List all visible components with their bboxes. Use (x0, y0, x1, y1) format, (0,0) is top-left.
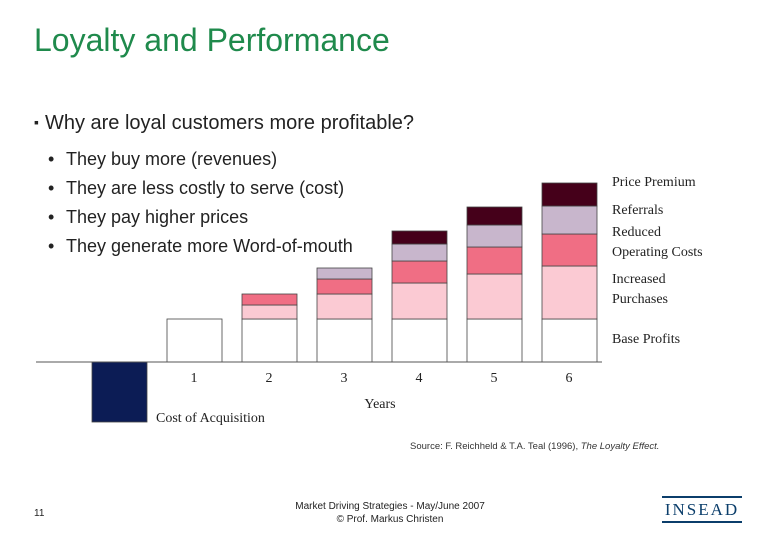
bullet-dot-icon: • (48, 149, 55, 169)
bar-segment-reduced-operating-costs (316, 278, 373, 295)
bullet-text: They buy more (revenues) (66, 149, 278, 169)
logo-text: INSEAD (664, 500, 740, 519)
legend: Price Premium Referrals Reduced Operating C… (612, 175, 703, 347)
list-item: • They buy more (revenues) (48, 145, 353, 174)
bar-segment-referrals (541, 205, 598, 235)
logo-bottom-rule (662, 521, 742, 523)
x-tick-label: 2 (266, 371, 273, 386)
legend-label: Increased (612, 272, 666, 287)
bullet-dot-icon: • (48, 207, 55, 227)
bullet-text: They generate more Word-of-mouth (66, 236, 353, 256)
legend-label: Referrals (612, 203, 663, 218)
bar-segment-base-profits (466, 318, 523, 363)
x-tick-label: 6 (566, 371, 573, 386)
bar-segment-reduced-operating-costs (241, 293, 298, 306)
bullet-dot-icon: • (48, 236, 55, 256)
acquisition-cost-bar (91, 361, 148, 423)
slide-title: Loyalty and Performance (34, 22, 390, 58)
bar-segment-increased-purchases (466, 273, 523, 320)
bar-segment-base-profits (541, 318, 598, 363)
bar-segment-increased-purchases (316, 293, 373, 320)
question-line: ▪ Why are loyal customers more profitable… (34, 112, 414, 135)
legend-label: Base Profits (612, 332, 680, 347)
bar-segment-price-premium (391, 230, 448, 245)
list-item: • They generate more Word-of-mouth (48, 232, 353, 261)
square-bullet-icon: ▪ (34, 114, 39, 130)
bar-segment-base-profits (166, 318, 223, 363)
question-text: Why are loyal customers more profitable? (44, 112, 415, 134)
source-book: The Loyalty Effect. (580, 441, 660, 452)
footer: Market Driving Strategies - May/June 200… (290, 500, 490, 526)
legend-label: Reduced (612, 225, 661, 240)
bullet-text: They are less costly to serve (cost) (66, 178, 345, 198)
page-number: 11 (34, 508, 45, 519)
bar-segment-increased-purchases (241, 304, 298, 320)
x-axis-label: Years (364, 397, 395, 412)
bar-segment-base-profits (391, 318, 448, 363)
x-tick-label: 3 (341, 371, 348, 386)
bar-segment-reduced-operating-costs (391, 260, 448, 284)
list-item: • They pay higher prices (48, 203, 353, 232)
legend-label: Operating Costs (612, 245, 703, 260)
x-tick-label: 5 (491, 371, 498, 386)
list-item: • They are less costly to serve (cost) (48, 174, 353, 203)
legend-label: Price Premium (612, 175, 696, 190)
bar-segment-referrals (466, 224, 523, 248)
bar-segment-reduced-operating-costs (466, 246, 523, 275)
source-citation: Source: F. Reichheld & T.A. Teal (1996),… (410, 441, 659, 452)
legend-label: Purchases (612, 292, 668, 307)
source-prefix: Source: F. Reichheld & T.A. Teal (1996), (410, 441, 581, 452)
footer-copyright: © Prof. Markus Christen (336, 514, 444, 525)
bar-segment-base-profits (316, 318, 373, 363)
bullet-dot-icon: • (48, 178, 55, 198)
x-tick-label: 1 (191, 371, 198, 386)
reasons-list: • They buy more (revenues) • They are less… (48, 145, 353, 261)
bullet-text: They pay higher prices (66, 207, 249, 227)
insead-logo: INSEAD (662, 496, 742, 523)
bar-segment-increased-purchases (391, 282, 448, 320)
bars-group (91, 182, 598, 423)
x-tick-label: 4 (416, 371, 423, 386)
bar-segment-increased-purchases (541, 265, 598, 320)
bar-segment-referrals (316, 267, 373, 280)
bar-segment-price-premium (466, 206, 523, 226)
bar-segment-referrals (391, 243, 448, 262)
bar-segment-price-premium (541, 182, 598, 207)
x-tick-labels: 1 2 3 4 5 6 (191, 371, 573, 386)
logo-top-rule (662, 496, 742, 498)
bar-segment-base-profits (241, 318, 298, 363)
bar-segment-reduced-operating-costs (541, 233, 598, 267)
acquisition-label: Cost of Acquisition (156, 411, 265, 426)
footer-course: Market Driving Strategies - May/June 200… (295, 501, 485, 512)
